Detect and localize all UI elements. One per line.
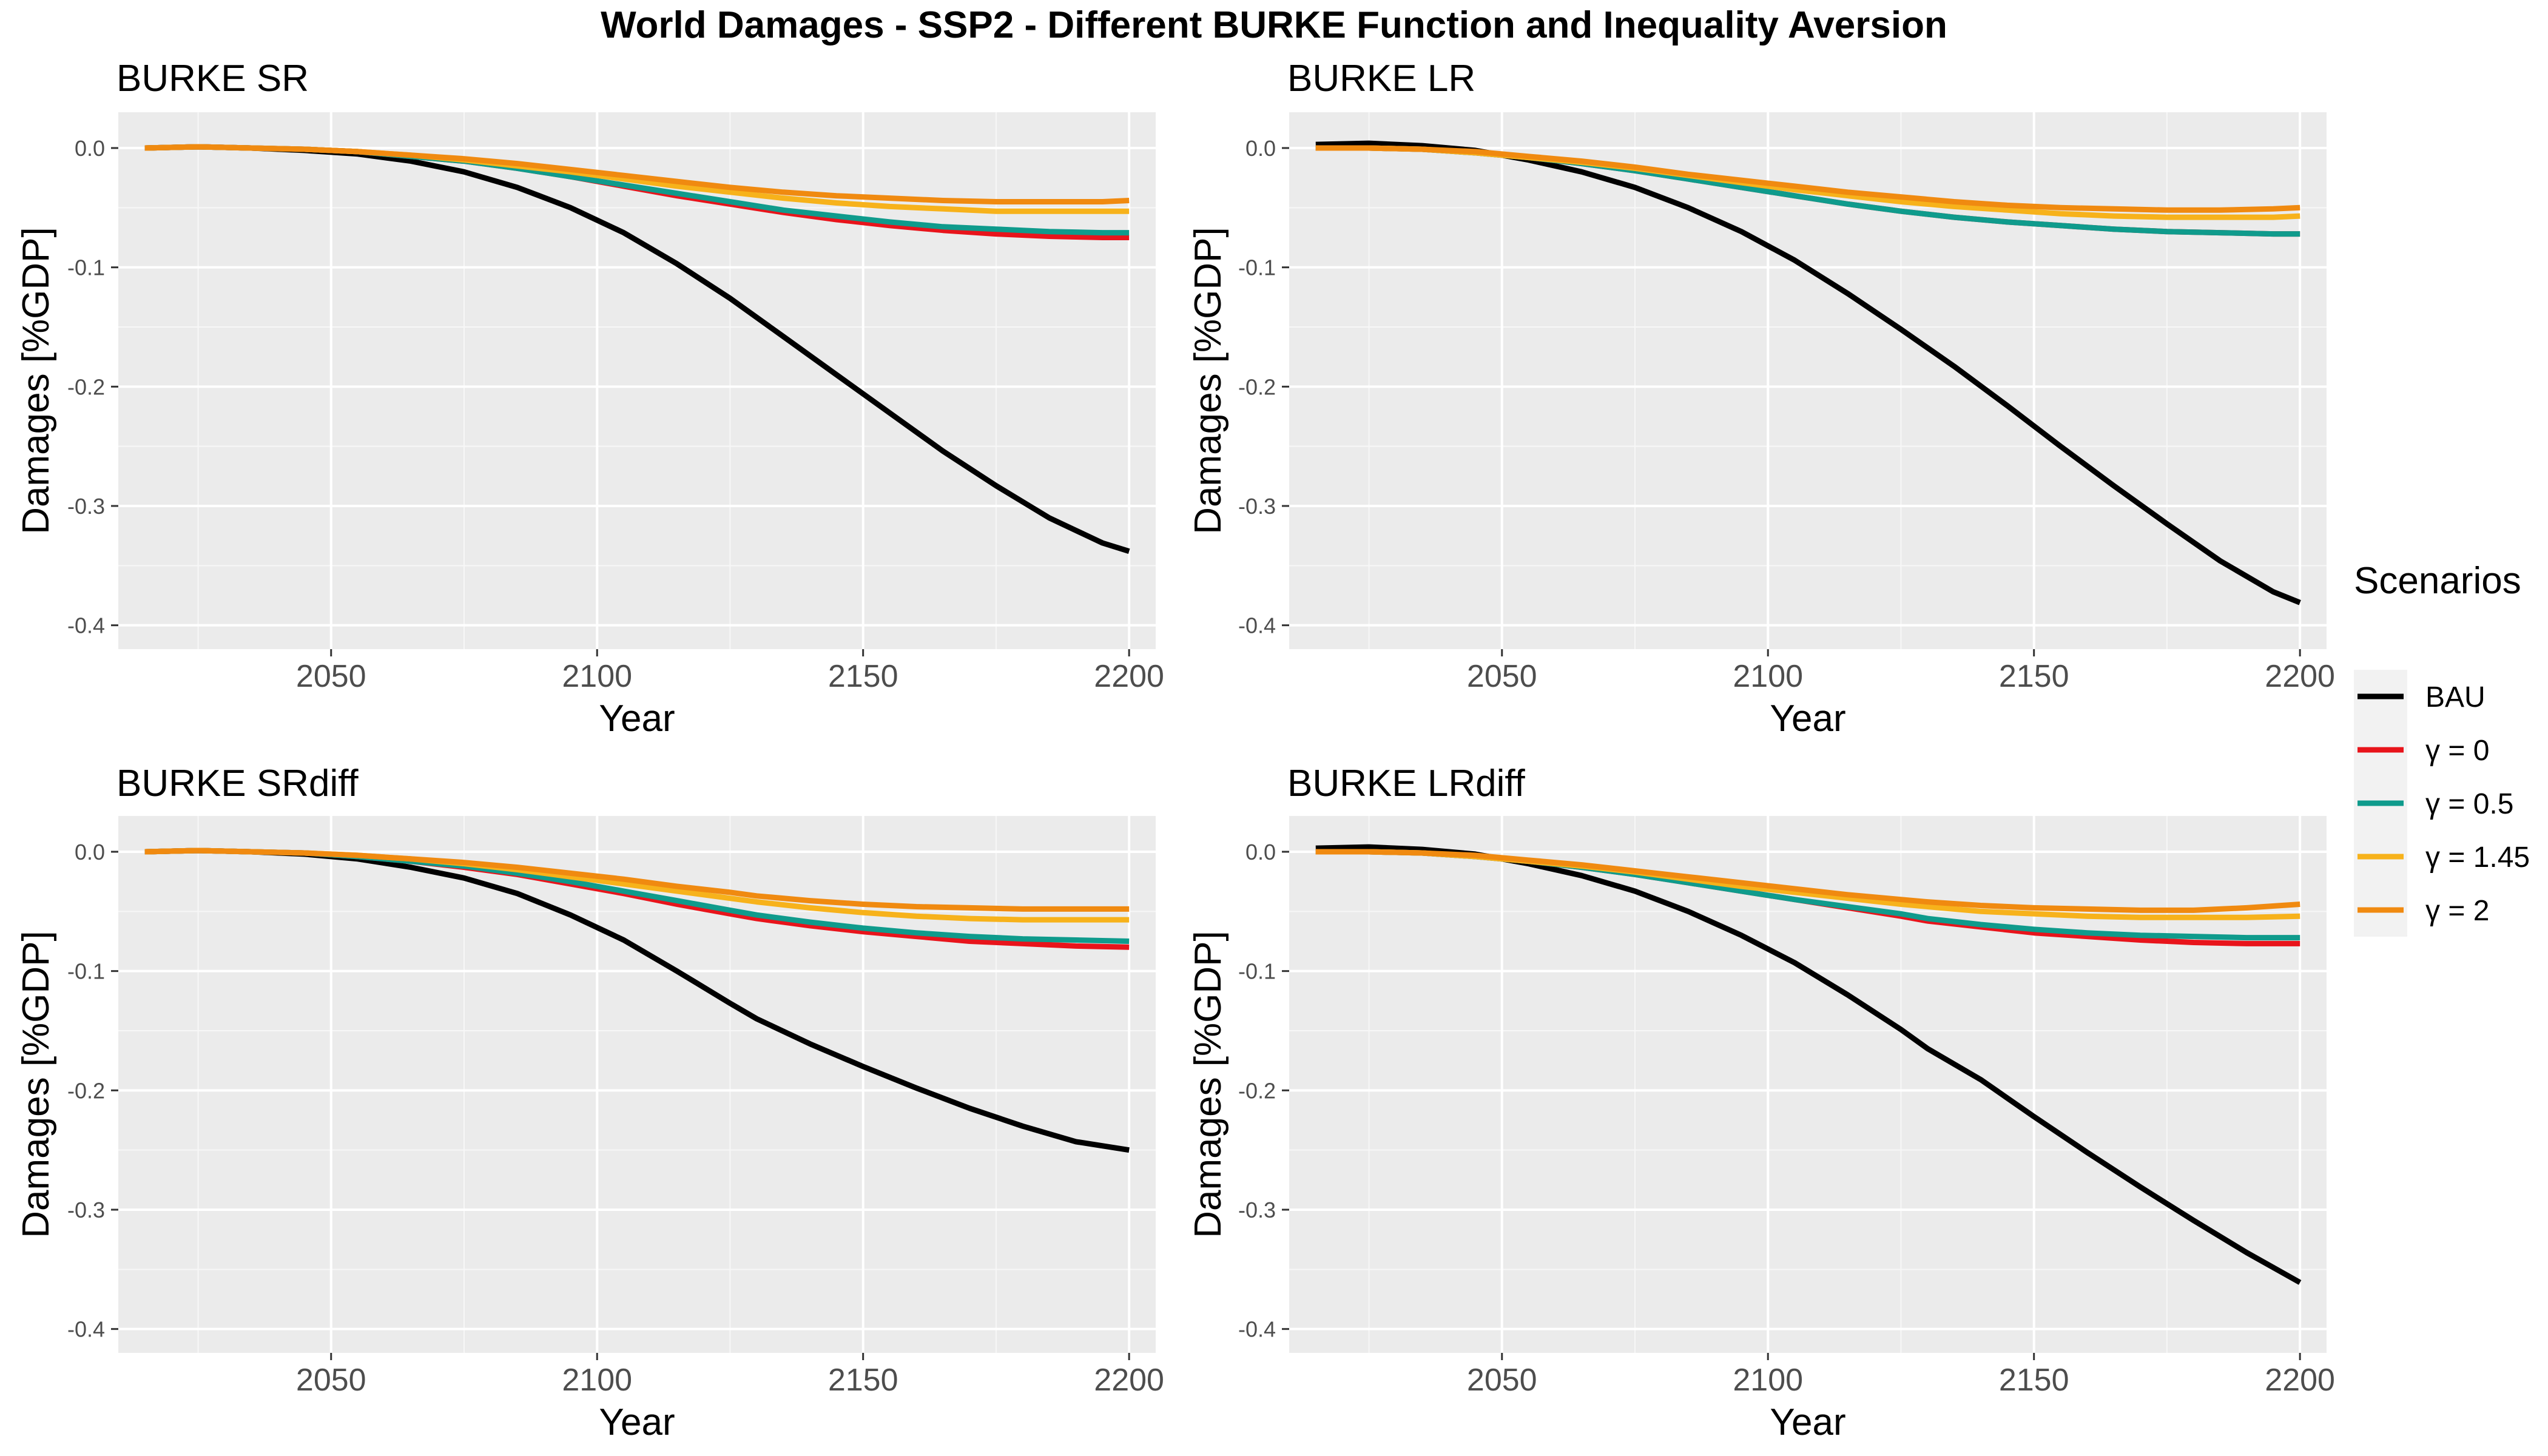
x-axis-label: Year	[1770, 698, 1845, 740]
y-axis-label: Damages [%GDP]	[15, 227, 57, 534]
plot-background	[1289, 816, 2327, 1353]
y-axis-label: Damages [%GDP]	[15, 931, 57, 1238]
x-tick-label: 2100	[1733, 659, 1803, 694]
x-tick-label: 2100	[562, 659, 632, 694]
y-tick-label: -0.1	[67, 255, 105, 280]
x-tick-label: 2050	[1467, 1363, 1537, 1398]
y-tick-label: -0.2	[1238, 374, 1276, 399]
y-tick-label: -0.3	[1238, 494, 1276, 519]
series-line-2	[144, 144, 1130, 204]
y-axis-label: Damages [%GDP]	[1187, 227, 1229, 534]
x-tick-label: 2150	[828, 1363, 898, 1398]
y-tick-label: 0.0	[1245, 136, 1276, 161]
legend-label: γ = 0	[2425, 735, 2489, 767]
y-tick-label: -0.2	[1238, 1078, 1276, 1103]
series-line-2	[144, 848, 1130, 912]
panel-title: BURKE SR	[116, 58, 309, 99]
chart-panel-2: 2050 2100 2150 2200 0.0 -0.1 -0.2 -0.3 -0.4 BURKE…	[1187, 58, 2335, 740]
y-tick-label: -0.4	[67, 613, 105, 638]
x-tick-label: 2150	[1999, 1363, 2069, 1398]
panel-title: BURKE LRdiff	[1287, 763, 1525, 804]
x-axis-label: Year	[1770, 1401, 1845, 1443]
x-tick-label: 2150	[1999, 659, 2069, 694]
legend-label: γ = 1.45	[2425, 841, 2530, 874]
y-tick-label: -0.2	[67, 374, 105, 399]
y-tick-label: -0.3	[1238, 1198, 1276, 1222]
y-tick-label: -0.2	[67, 1078, 105, 1103]
x-tick-label: 2200	[1094, 1363, 1164, 1398]
x-tick-label: 2050	[296, 659, 366, 694]
series-line-2	[1315, 849, 2300, 913]
y-tick-label: 0.0	[75, 840, 105, 864]
y-tick-label: -0.3	[67, 1198, 105, 1222]
x-axis-label: Year	[599, 1401, 675, 1443]
chart-panel-1: 2050 2100 2150 2200 0.0 -0.1 -0.2 -0.3 -0.4 BURKE…	[15, 58, 1164, 740]
y-tick-label: -0.4	[1238, 613, 1276, 638]
legend-label: BAU	[2425, 681, 2486, 713]
plot-background	[118, 112, 1156, 649]
y-tick-label: 0.0	[75, 136, 105, 161]
x-tick-label: 2150	[828, 659, 898, 694]
y-tick-label: -0.3	[67, 494, 105, 519]
y-tick-label: 0.0	[1245, 840, 1276, 864]
series-line-2	[1315, 145, 2300, 213]
legend-label: γ = 0.5	[2425, 788, 2513, 820]
chart-panel-3: 2050 2100 2150 2200 0.0 -0.1 -0.2 -0.3 -0.4 BURKE…	[15, 763, 1164, 1443]
figure-title: World Damages - SSP2 - Different BURKE F…	[601, 4, 1947, 46]
plot-background	[1289, 112, 2327, 649]
x-tick-label: 2100	[1733, 1363, 1803, 1398]
x-tick-label: 2200	[2265, 1363, 2335, 1398]
y-tick-label: -0.1	[1238, 255, 1276, 280]
panel-title: BURKE LR	[1287, 58, 1475, 99]
y-tick-label: -0.1	[1238, 959, 1276, 984]
x-tick-label: 2200	[2265, 659, 2335, 694]
chart-panel-4: 2050 2100 2150 2200 0.0 -0.1 -0.2 -0.3 -0.4 BURKE…	[1187, 763, 2335, 1443]
x-tick-label: 2050	[1467, 659, 1537, 694]
legend-label: γ = 2	[2425, 895, 2489, 927]
x-tick-label: 2050	[296, 1363, 366, 1398]
x-tick-label: 2200	[1094, 659, 1164, 694]
x-tick-label: 2100	[562, 1363, 632, 1398]
panel-title: BURKE SRdiff	[116, 763, 359, 804]
legend: Scenarios BAU γ = 0 γ = 0.5 γ = 1.45 γ = 2	[2354, 560, 2530, 937]
y-tick-label: -0.4	[67, 1317, 105, 1342]
x-axis-label: Year	[599, 698, 675, 740]
y-tick-label: -0.4	[1238, 1317, 1276, 1342]
y-axis-label: Damages [%GDP]	[1187, 931, 1229, 1238]
legend-title: Scenarios	[2354, 560, 2521, 602]
y-tick-label: -0.1	[67, 959, 105, 984]
